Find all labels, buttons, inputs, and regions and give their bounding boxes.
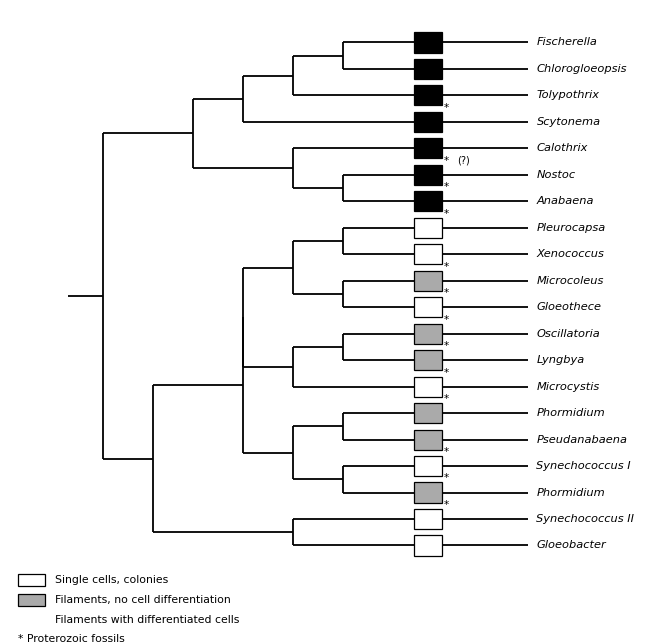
Bar [413,244,441,265]
Bar [17,614,45,625]
Text: Tolypothrix: Tolypothrix [537,91,599,100]
Text: (?): (?) [457,156,470,166]
Text: Synechococcus I: Synechococcus I [537,461,631,471]
Text: Synechococcus II: Synechococcus II [537,514,634,524]
Text: Gloeobacter: Gloeobacter [537,541,606,550]
Text: Calothrix: Calothrix [537,143,588,153]
Text: Phormidium: Phormidium [537,408,605,418]
Text: *: * [444,394,449,404]
Bar [413,483,441,503]
Bar [17,574,45,586]
Text: Microcoleus: Microcoleus [537,276,604,286]
Bar [413,33,441,53]
Bar [413,191,441,211]
Text: Pleurocapsa: Pleurocapsa [537,223,606,233]
Text: Microcystis: Microcystis [537,381,600,392]
Text: Oscillatoria: Oscillatoria [537,329,600,339]
Text: Fischerella: Fischerella [537,37,597,48]
Bar [413,59,441,79]
Text: *: * [444,262,449,272]
Bar [17,594,45,605]
Text: Phormidium: Phormidium [537,487,605,498]
Bar [413,403,441,423]
Bar [413,138,441,159]
Text: Xenococcus: Xenococcus [537,249,605,259]
Bar [413,377,441,397]
Text: *: * [444,447,449,457]
Text: *: * [444,288,449,298]
Bar [413,297,441,317]
Text: Pseudanabaena: Pseudanabaena [537,435,627,444]
Text: Filaments, no cell differentiation: Filaments, no cell differentiation [55,594,231,605]
Bar [413,456,441,476]
Text: *: * [444,315,449,325]
Text: Chlorogloeopsis: Chlorogloeopsis [537,64,627,74]
Text: *: * [444,341,449,351]
Text: Gloeothece: Gloeothece [537,302,601,312]
Bar [413,324,441,343]
Text: Lyngbya: Lyngbya [537,355,584,365]
Text: Filaments with differentiated cells: Filaments with differentiated cells [55,614,240,625]
Bar [413,112,441,132]
Text: *: * [444,156,449,166]
Text: *: * [444,368,449,377]
Text: *: * [444,182,449,192]
Text: *: * [444,473,449,483]
Text: Single cells, colonies: Single cells, colonies [55,575,168,585]
Text: *: * [444,103,449,113]
Bar [413,509,441,529]
Text: Anabaena: Anabaena [537,196,594,206]
Bar [413,165,441,185]
Text: *: * [444,500,449,510]
Text: Scytonema: Scytonema [537,117,601,127]
Bar [413,271,441,291]
Bar [413,218,441,238]
Bar [413,429,441,449]
Bar [413,85,441,105]
Text: * Proterozoic fossils: * Proterozoic fossils [17,634,124,642]
Bar [413,535,441,555]
Text: Nostoc: Nostoc [537,170,575,180]
Text: *: * [444,209,449,219]
Bar [413,350,441,370]
